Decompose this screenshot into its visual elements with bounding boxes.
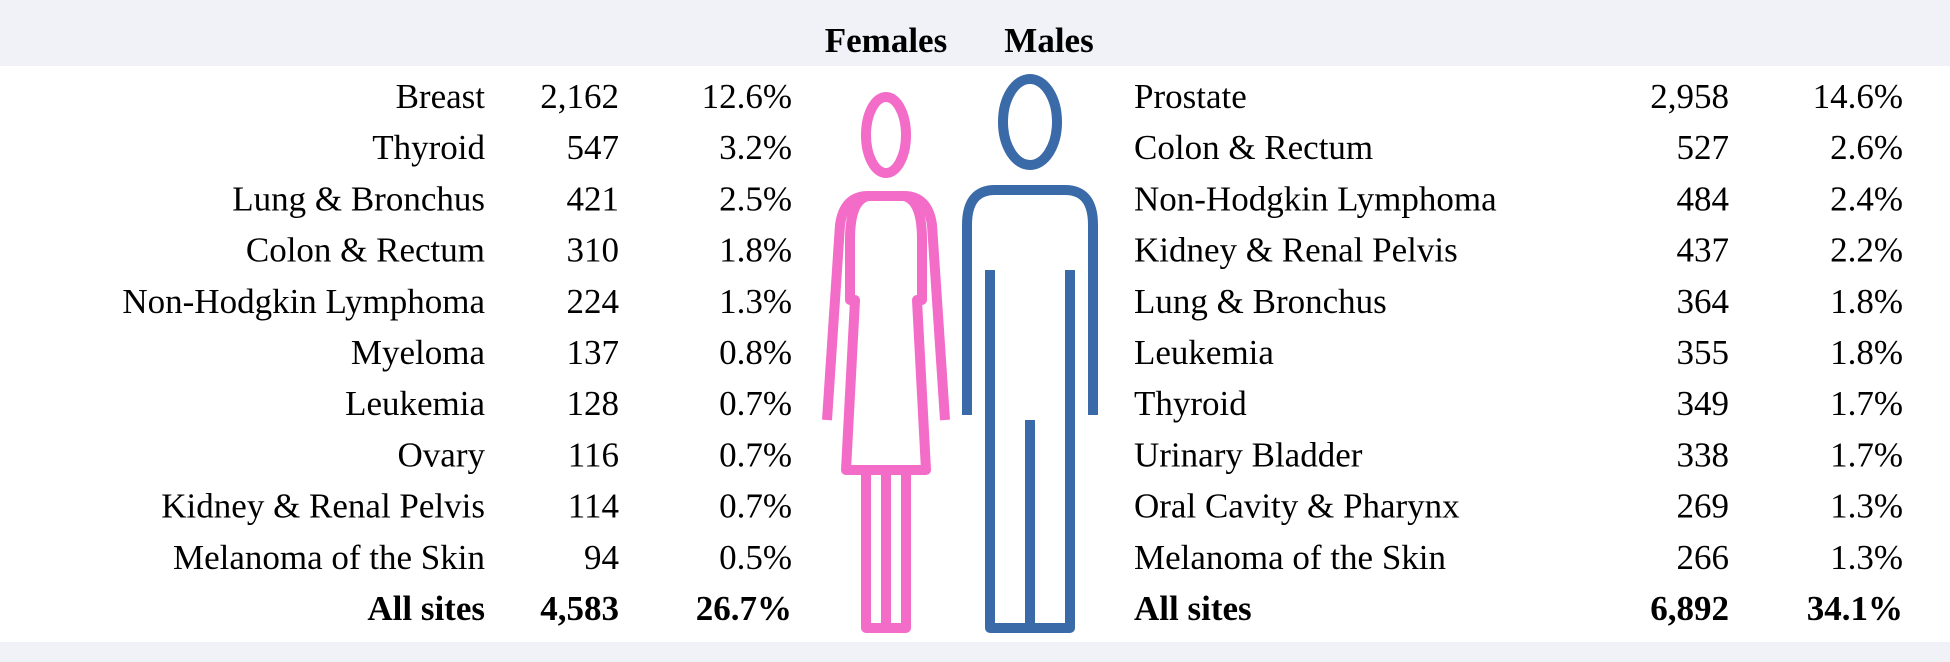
case-percent: 1.3%	[719, 282, 792, 321]
case-count: 94	[584, 538, 619, 577]
case-count: 547	[567, 128, 620, 167]
case-count: 484	[1677, 179, 1730, 218]
case-count: 364	[1677, 282, 1730, 321]
case-percent: 0.8%	[719, 333, 792, 372]
site-name: Prostate	[1134, 77, 1247, 116]
site-name: Non-Hodgkin Lymphoma	[1134, 179, 1497, 218]
case-percent: 2.2%	[1830, 231, 1903, 270]
site-name: Breast	[396, 77, 486, 116]
case-count: 116	[568, 435, 619, 474]
case-count: 114	[568, 487, 619, 526]
case-count: 224	[567, 282, 620, 321]
case-count: 2,162	[540, 77, 619, 116]
site-name: Thyroid	[372, 128, 485, 167]
site-name: Kidney & Renal Pelvis	[1134, 231, 1458, 270]
site-name: Leukemia	[1134, 333, 1274, 372]
case-percent: 1.3%	[1830, 538, 1903, 577]
site-name: Leukemia	[345, 384, 485, 423]
site-name: Melanoma of the Skin	[1134, 538, 1446, 577]
case-count: 310	[567, 231, 620, 270]
total-site-name: All sites	[367, 589, 485, 628]
case-percent: 14.6%	[1813, 77, 1903, 116]
site-name: Kidney & Renal Pelvis	[161, 487, 485, 526]
case-percent: 0.7%	[719, 435, 792, 474]
case-count: 437	[1677, 231, 1730, 270]
site-name: Urinary Bladder	[1134, 435, 1363, 474]
case-count: 266	[1677, 538, 1730, 577]
site-name: Ovary	[398, 435, 486, 474]
case-percent: 1.7%	[1830, 435, 1903, 474]
case-percent: 2.4%	[1830, 179, 1903, 218]
site-name: Melanoma of the Skin	[173, 538, 485, 577]
header-label: Males	[1004, 21, 1093, 60]
total-case-percent: 26.7%	[696, 589, 792, 628]
header-label: Females	[825, 21, 947, 60]
case-percent: 1.8%	[1830, 333, 1903, 372]
total-case-count: 6,892	[1650, 589, 1729, 628]
case-percent: 1.8%	[1830, 282, 1903, 321]
case-percent: 0.5%	[719, 538, 792, 577]
footer-band	[0, 642, 1950, 662]
site-name: Oral Cavity & Pharynx	[1134, 487, 1460, 526]
case-percent: 2.6%	[1830, 128, 1903, 167]
case-percent: 12.6%	[702, 77, 792, 116]
case-percent: 1.8%	[719, 231, 792, 270]
case-percent: 3.2%	[719, 128, 792, 167]
case-count: 269	[1677, 487, 1730, 526]
site-name: Lung & Bronchus	[1134, 282, 1387, 321]
site-name: Non-Hodgkin Lymphoma	[122, 282, 485, 321]
site-name: Myeloma	[351, 333, 486, 372]
case-percent: 1.7%	[1830, 384, 1903, 423]
case-percent: 0.7%	[719, 384, 792, 423]
case-count: 421	[567, 179, 620, 218]
case-count: 355	[1677, 333, 1730, 372]
site-name: Colon & Rectum	[1134, 128, 1373, 167]
site-name: Lung & Bronchus	[232, 179, 485, 218]
case-count: 137	[567, 333, 620, 372]
case-count: 128	[567, 384, 620, 423]
case-count: 349	[1677, 384, 1730, 423]
total-case-count: 4,583	[540, 589, 619, 628]
case-count: 338	[1677, 435, 1730, 474]
total-case-percent: 34.1%	[1807, 589, 1903, 628]
case-count: 527	[1677, 128, 1730, 167]
total-site-name: All sites	[1134, 589, 1252, 628]
male-figure	[962, 74, 1098, 633]
case-percent: 2.5%	[719, 179, 792, 218]
site-name: Colon & Rectum	[246, 231, 485, 270]
site-name: Thyroid	[1134, 384, 1247, 423]
case-percent: 1.3%	[1830, 487, 1903, 526]
female-figure	[822, 92, 950, 633]
header-band	[0, 0, 1950, 66]
case-percent: 0.7%	[719, 487, 792, 526]
case-count: 2,958	[1650, 77, 1729, 116]
